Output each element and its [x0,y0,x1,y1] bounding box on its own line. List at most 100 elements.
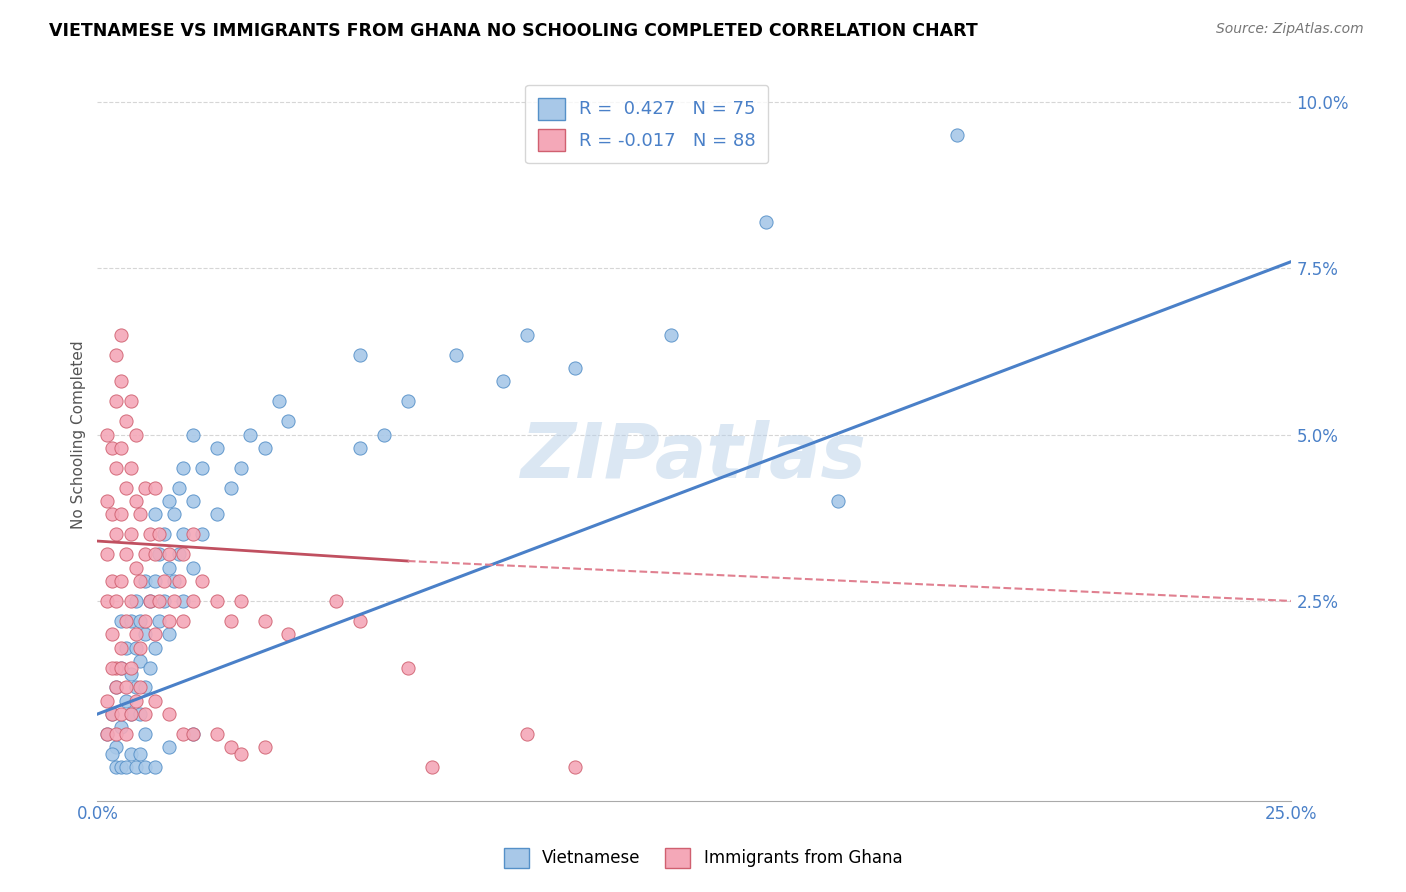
Point [181,560,204,574]
Point [96,427,118,442]
Point [124,640,146,655]
Point [755,214,778,228]
Point [115,727,138,741]
Point [124,694,146,708]
Point [129,574,152,588]
Point [157,560,180,574]
Point [564,760,586,774]
Text: VIETNAMESE VS IMMIGRANTS FROM GHANA NO SCHOOLING COMPLETED CORRELATION CHART: VIETNAMESE VS IMMIGRANTS FROM GHANA NO S… [49,22,979,40]
Point [444,348,467,362]
Point [181,727,204,741]
Point [134,760,156,774]
Point [105,681,128,695]
Point [120,527,142,541]
Point [420,760,443,774]
Point [181,494,204,508]
Point [120,707,142,722]
Point [120,394,142,409]
Point [110,640,132,655]
Point [105,527,128,541]
Point [157,547,180,561]
Point [229,460,252,475]
Point [120,594,142,608]
Point [96,694,118,708]
Point [115,694,138,708]
Point [205,727,228,741]
Point [229,594,252,608]
Point [143,627,166,641]
Point [124,427,146,442]
Point [143,574,166,588]
Point [100,747,122,761]
Point [267,394,290,409]
Point [134,547,156,561]
Point [110,508,132,522]
Point [253,441,276,455]
Point [181,727,204,741]
Point [129,640,152,655]
Point [105,681,128,695]
Point [157,707,180,722]
Point [134,727,156,741]
Point [134,481,156,495]
Point [120,707,142,722]
Point [129,508,152,522]
Point [143,640,166,655]
Point [110,614,132,628]
Point [253,614,276,628]
Point [124,760,146,774]
Point [143,547,166,561]
Point [396,660,419,674]
Point [349,614,371,628]
Point [349,441,371,455]
Point [325,594,347,608]
Point [124,681,146,695]
Point [157,494,180,508]
Point [153,527,176,541]
Point [134,574,156,588]
Point [134,707,156,722]
Point [110,441,132,455]
Point [96,494,118,508]
Point [172,527,194,541]
Point [205,594,228,608]
Point [110,574,132,588]
Point [110,327,132,342]
Point [153,574,176,588]
Point [110,374,132,388]
Point [163,594,186,608]
Point [167,481,190,495]
Text: Source: ZipAtlas.com: Source: ZipAtlas.com [1216,22,1364,37]
Point [492,374,515,388]
Point [115,414,138,428]
Y-axis label: No Schooling Completed: No Schooling Completed [72,340,86,529]
Point [105,460,128,475]
Point [167,574,190,588]
Point [205,441,228,455]
Point [181,594,204,608]
Point [120,747,142,761]
Text: ZIPatlas: ZIPatlas [522,419,868,493]
Point [191,460,214,475]
Point [110,720,132,734]
Point [110,660,132,674]
Point [172,727,194,741]
Point [396,394,419,409]
Point [129,707,152,722]
Point [219,481,242,495]
Point [163,508,186,522]
Point [167,547,190,561]
Point [120,460,142,475]
Point [148,594,170,608]
Point [96,727,118,741]
Point [143,760,166,774]
Point [148,614,170,628]
Point [110,660,132,674]
Point [110,760,132,774]
Point [134,681,156,695]
Point [105,348,128,362]
Point [105,740,128,755]
Point [157,627,180,641]
Point [181,527,204,541]
Point [105,594,128,608]
